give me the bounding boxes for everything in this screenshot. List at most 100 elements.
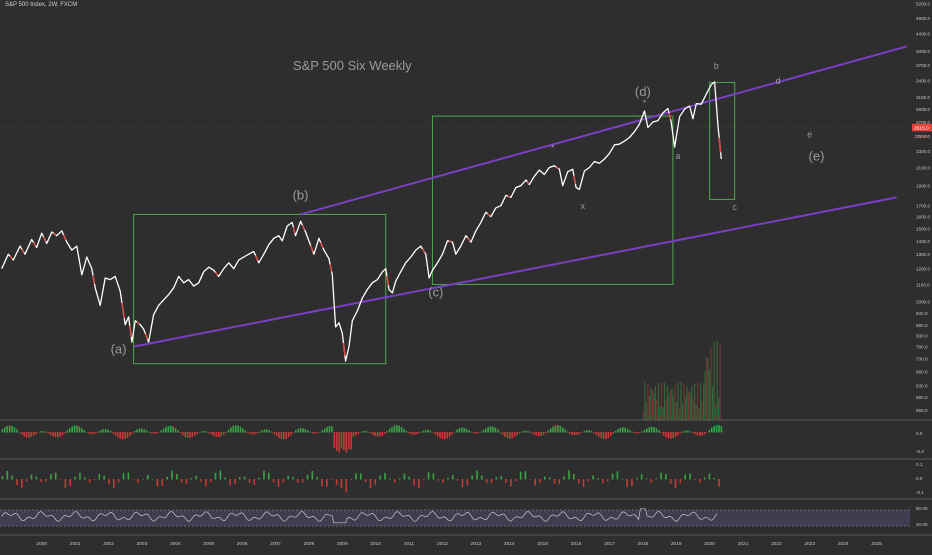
- histogram-bar: [302, 428, 304, 432]
- oscillator-bar: [31, 474, 33, 479]
- oscillator-bar: [152, 479, 154, 480]
- oscillator-bar: [113, 479, 115, 488]
- price-tick-label: 780.0: [916, 345, 928, 350]
- histogram-bar: [627, 429, 629, 433]
- oscillator-bar: [268, 473, 270, 480]
- histogram-bar: [160, 431, 162, 433]
- histogram-bar: [336, 432, 338, 451]
- histogram-bar: [98, 431, 100, 432]
- oscillator-bar: [500, 476, 502, 479]
- price-down-segment: [508, 196, 510, 197]
- histogram-bar: [14, 427, 16, 432]
- histogram-bar: [192, 432, 194, 437]
- histogram-bar: [220, 432, 222, 436]
- volume-bar: [701, 401, 702, 420]
- histogram-bar: [365, 431, 367, 433]
- oscillator-bar: [607, 479, 609, 481]
- histogram-bar: [127, 432, 129, 438]
- indicator-tick-label: -0.2: [916, 449, 924, 454]
- secondary-price-label: 2 1d 15: [914, 134, 929, 139]
- histogram-bar: [273, 432, 275, 434]
- histogram-bar: [348, 432, 350, 449]
- histogram-bar: [228, 430, 230, 433]
- oscillator-bar: [413, 479, 415, 486]
- histogram-bar: [531, 432, 533, 433]
- time-tick-label: 2019: [671, 541, 682, 547]
- histogram-bar: [208, 432, 210, 433]
- histogram-bar: [225, 432, 227, 433]
- histogram-bar: [57, 432, 59, 437]
- histogram-bar: [105, 429, 107, 432]
- histogram-bar: [507, 432, 509, 438]
- histogram-bar: [487, 427, 489, 432]
- volume-bar: [719, 343, 720, 420]
- histogram-bar: [74, 425, 76, 432]
- time-tick-label: 2013: [471, 541, 482, 547]
- histogram-bar: [653, 427, 655, 432]
- oscillator-bar: [336, 479, 338, 485]
- histogram-bar: [100, 430, 102, 432]
- volume-bar: [664, 383, 665, 420]
- histogram-bar: [579, 432, 581, 434]
- volume-bar: [689, 392, 690, 420]
- volume-bar: [695, 405, 696, 420]
- oscillator-bar: [515, 479, 517, 481]
- histogram-bar: [677, 432, 679, 435]
- histogram-bar: [237, 426, 239, 433]
- volume-bar: [653, 393, 654, 420]
- oscillator-bar: [621, 479, 623, 480]
- histogram-bar: [16, 429, 18, 432]
- histogram-bar: [317, 432, 319, 433]
- volume-bar: [715, 404, 716, 420]
- oscillator-bar: [331, 479, 333, 480]
- price-down-segment: [719, 138, 721, 153]
- time-tick-label: 2010: [370, 541, 381, 547]
- histogram-bar: [485, 428, 487, 432]
- oscillator-bar: [74, 477, 76, 480]
- histogram-bar: [329, 426, 331, 432]
- oscillator-bar: [646, 478, 648, 479]
- time-tick-label: 2003: [137, 541, 148, 547]
- histogram-bar: [391, 427, 393, 433]
- volume-bar: [661, 382, 662, 420]
- oscillator-bar: [462, 479, 464, 487]
- oscillator-bar: [379, 476, 381, 480]
- price-tick-label: 1200.0: [916, 267, 930, 272]
- volume-bar: [691, 387, 692, 420]
- price-tick-label: 3700.0: [916, 63, 930, 68]
- histogram-bar: [269, 430, 271, 432]
- time-tick-label: 2015: [537, 541, 548, 547]
- histogram-bar: [612, 432, 614, 434]
- oscillator-bar: [486, 479, 488, 483]
- histogram-bar: [394, 426, 396, 433]
- oscillator-bar: [670, 479, 672, 484]
- histogram-bar: [706, 432, 708, 433]
- histogram-bar: [132, 432, 134, 434]
- histogram-bar: [64, 432, 66, 433]
- oscillator-bar: [137, 479, 139, 483]
- oscillator-bar: [205, 479, 207, 486]
- histogram-bar: [389, 429, 391, 433]
- histogram-bar: [88, 432, 90, 434]
- histogram-bar: [658, 430, 660, 432]
- price-down-segment: [343, 343, 345, 356]
- histogram-bar: [141, 429, 143, 433]
- histogram-bar: [656, 428, 658, 432]
- histogram-bar: [617, 429, 619, 433]
- histogram-bar: [408, 432, 410, 433]
- histogram-bar: [680, 432, 682, 433]
- histogram-bar: [538, 432, 540, 436]
- oscillator-bar: [287, 476, 289, 480]
- histogram-bar: [218, 432, 220, 437]
- oscillator-bar: [389, 478, 391, 479]
- histogram-bar: [81, 428, 83, 432]
- oscillator-bar: [263, 471, 265, 480]
- histogram-bar: [504, 432, 506, 437]
- volume-bar: [692, 398, 693, 420]
- histogram-bar: [194, 432, 196, 436]
- histogram-bar: [608, 432, 610, 438]
- histogram-bar: [4, 427, 6, 432]
- oscillator-bar: [210, 479, 212, 482]
- histogram-bar: [23, 432, 25, 436]
